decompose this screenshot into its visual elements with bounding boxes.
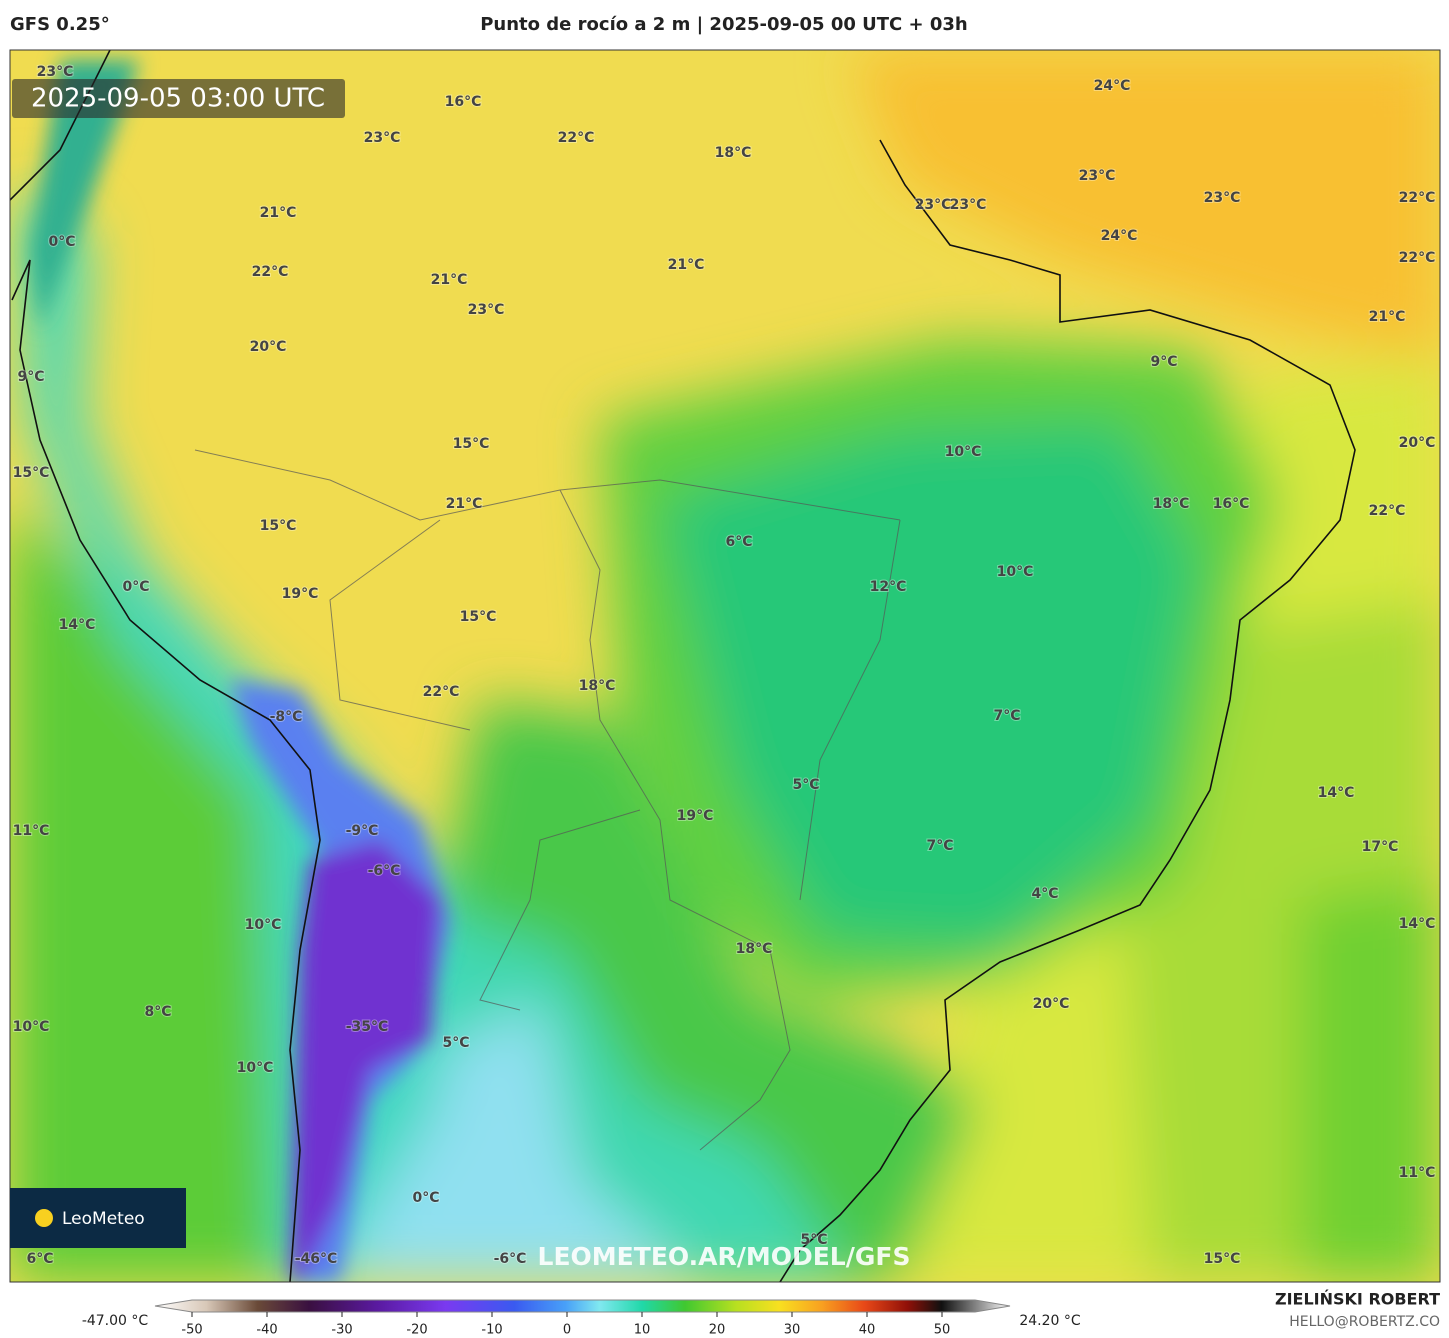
temperature-label: 15°C [453,436,490,452]
temperature-label: 24°C [1101,228,1138,244]
colorbar-tick-label: 0 [563,1323,571,1338]
colorbar-tick-label: 10 [634,1323,651,1338]
model-name: GFS 0.25° [10,14,110,35]
temperature-label: 22°C [252,264,289,280]
temperature-label: 17°C [1362,839,1399,855]
temperature-label: 18°C [579,678,616,694]
temperature-label: -46°C [295,1251,338,1267]
temperature-label: 23°C [37,64,74,80]
temperature-label: 7°C [926,838,953,854]
temperature-label: 21°C [446,496,483,512]
colorbar-tick-label: -30 [331,1323,352,1338]
temperature-label: 22°C [1399,250,1436,266]
colorbar-tick-label: 40 [859,1323,876,1338]
temperature-label: 0°C [122,579,149,595]
temperature-label: 15°C [260,518,297,534]
colorbar-tick-label: 30 [784,1323,801,1338]
temperature-label: 23°C [950,197,987,213]
temperature-label: 21°C [431,272,468,288]
label-layer: 23°C16°C23°C 22°C18°C24°C23°C23°C23°C 23°C… [12,63,1437,1268]
temperature-label: 23°C [1079,168,1116,184]
temperature-label: 9°C [1150,354,1177,370]
temperature-label: -35°C [346,1019,389,1035]
map-field [10,50,1440,1282]
temperature-label: 8°C [144,1004,171,1020]
temperature-label: -6°C [368,863,401,879]
temperature-label: 23°C [1204,190,1241,206]
temperature-label: 5°C [792,777,819,793]
temperature-label: 10°C [237,1060,274,1076]
temperature-label: 16°C [445,94,482,110]
logo: LeoMeteo [62,1209,145,1229]
colorbar-tick-label: 50 [934,1323,951,1338]
colorbar-tick-label: 20 [709,1323,726,1338]
temperature-label: 0°C [48,234,75,250]
temperature-label: 16°C [1213,496,1250,512]
temperature-label: 21°C [1369,309,1406,325]
temperature-label: 15°C [1204,1251,1241,1267]
temperature-label: 18°C [736,941,773,957]
temperature-label: 7°C [993,708,1020,724]
temperature-label: 10°C [945,444,982,460]
temperature-label: 10°C [245,917,282,933]
temperature-label: 20°C [250,339,287,355]
temperature-label: 10°C [13,1019,50,1035]
colorbar-tick-label: -20 [406,1323,427,1338]
temperature-label: 9°C [17,369,44,385]
temperature-label: 15°C [13,465,50,481]
temperature-label: 14°C [1318,785,1355,801]
temperature-label: 23°C [364,130,401,146]
timestamp-box [12,79,345,118]
temperature-label: 4°C [1031,886,1058,902]
borders [194,449,901,1151]
temperature-label: 22°C [1369,503,1406,519]
colorbar-tick-label: -10 [481,1323,502,1338]
temperature-label: 21°C [668,257,705,273]
temperature-label: 6°C [26,1251,53,1267]
temperature-label: 11°C [13,823,50,839]
temperature-label: 20°C [1399,435,1436,451]
temperature-label: 22°C [423,684,460,700]
temperature-label: 23°C [468,302,505,318]
temperature-label: 11°C [1399,1165,1436,1181]
temperature-label: 20°C [1033,996,1070,1012]
temperature-label: 18°C [715,145,752,161]
temperature-label: 5°C [442,1035,469,1051]
temperature-label: -6°C [494,1251,527,1267]
colorbar-ticks: -50 -40 -30 -20 -10 0 10 20 30 40 50 [181,1312,950,1338]
temperature-label: 18°C [1153,496,1190,512]
temperature-label: 10°C [997,564,1034,580]
temperature-label: 0°C [412,1190,439,1206]
temperature-label: 5°C [800,1232,827,1248]
temperature-label: 23°C [915,197,952,213]
colorbar-min: -47.00 °C [82,1313,149,1329]
colorbar-max: 24.20 °C [1019,1313,1081,1329]
map-title: Punto de rocío a 2 m | 2025-09-05 00 UTC… [480,14,968,35]
timestamp: 2025-09-05 03:00 UTC [31,84,325,114]
temperature-label: 14°C [1399,916,1436,932]
map-frame [9,49,1441,1283]
email: HELLO@ROBERTZ.CO [1289,1314,1440,1330]
colorbar [154,1299,1011,1313]
colorbar-tick-label: -50 [181,1323,202,1338]
temperature-label: 22°C [558,130,595,146]
temperature-label: 19°C [677,808,714,824]
temperature-label: 19°C [282,586,319,602]
temperature-label: -8°C [270,709,303,725]
author: ZIELIŃSKI ROBERT [1275,1290,1440,1309]
temperature-label: -9°C [346,823,379,839]
temperature-label: 15°C [460,609,497,625]
temperature-label: 22°C [1399,190,1436,206]
colorbar-tick-label: -40 [256,1323,277,1338]
watermark: LEOMETEO.AR/MODEL/GFS [538,1242,911,1271]
temperature-label: 24°C [1094,78,1131,94]
logo-sun [35,1209,53,1227]
temperature-label: 12°C [870,579,907,595]
temperature-label: 6°C [725,534,752,550]
temperature-label: 14°C [59,617,96,633]
temperature-label: 21°C [260,205,297,221]
